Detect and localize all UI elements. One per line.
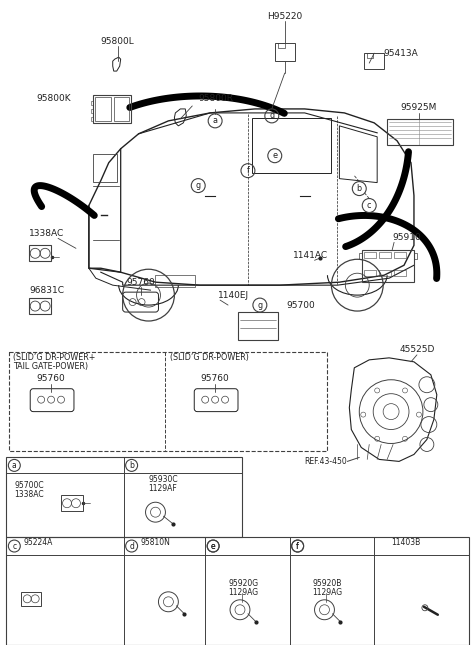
Bar — [91, 101, 93, 105]
Bar — [364, 270, 376, 276]
Bar — [238, 312, 278, 340]
Bar — [275, 43, 295, 61]
Text: d: d — [269, 111, 274, 120]
Text: REF.43-450: REF.43-450 — [305, 457, 347, 466]
Text: 95910: 95910 — [392, 233, 421, 242]
Text: 95810N: 95810N — [141, 537, 171, 547]
Text: a: a — [12, 461, 17, 470]
Text: f: f — [296, 541, 299, 550]
Text: c: c — [367, 201, 372, 210]
Text: e: e — [211, 541, 216, 550]
Bar — [379, 253, 391, 258]
Text: 45525D: 45525D — [399, 346, 435, 355]
Bar — [91, 117, 93, 121]
Bar — [394, 270, 406, 276]
Text: 95700C: 95700C — [14, 481, 44, 490]
Text: 95800K: 95800K — [36, 94, 71, 103]
Text: (SLID’G DR-POWER): (SLID’G DR-POWER) — [170, 353, 249, 362]
Text: 1338AC: 1338AC — [29, 229, 64, 238]
Text: 95700: 95700 — [287, 300, 316, 309]
Text: 1129AG: 1129AG — [228, 589, 258, 598]
Text: g: g — [196, 181, 201, 190]
Text: H95220: H95220 — [267, 12, 302, 21]
Text: b: b — [129, 461, 134, 470]
Text: 96831C: 96831C — [29, 286, 64, 295]
Bar — [394, 253, 406, 258]
Text: 1141AC: 1141AC — [292, 251, 328, 260]
Text: a: a — [213, 116, 218, 125]
Bar — [387, 119, 453, 145]
Text: 95413A: 95413A — [383, 48, 419, 57]
Text: 95920G: 95920G — [228, 579, 258, 589]
Bar — [364, 53, 384, 69]
Text: 11403B: 11403B — [391, 537, 420, 547]
Text: 1129AG: 1129AG — [312, 589, 343, 598]
Bar — [6, 457, 242, 537]
Text: 95760: 95760 — [36, 374, 65, 383]
Bar — [278, 43, 285, 48]
Bar — [379, 270, 391, 276]
Bar — [21, 592, 41, 606]
Bar — [93, 154, 117, 182]
Text: f: f — [296, 541, 299, 550]
Bar — [362, 250, 414, 282]
Bar — [414, 253, 417, 259]
Text: 95800R: 95800R — [198, 94, 233, 103]
Text: b: b — [357, 184, 362, 193]
Text: 95925M: 95925M — [401, 103, 437, 112]
Bar — [367, 53, 373, 58]
Text: 95760: 95760 — [126, 278, 155, 287]
Text: f: f — [246, 166, 249, 175]
Bar — [359, 253, 362, 259]
Bar — [93, 95, 131, 123]
Text: 95920B: 95920B — [312, 579, 342, 589]
Bar — [29, 245, 51, 261]
Bar — [6, 537, 469, 645]
Text: d: d — [129, 541, 134, 550]
Text: 1129AF: 1129AF — [148, 484, 177, 493]
Text: c: c — [12, 541, 17, 550]
Text: 95930C: 95930C — [148, 475, 178, 484]
Bar — [9, 352, 328, 452]
Bar — [91, 109, 93, 113]
Bar — [114, 97, 128, 121]
Text: g: g — [257, 300, 263, 309]
Text: 1140EJ: 1140EJ — [218, 291, 249, 300]
Text: 95800L: 95800L — [101, 37, 135, 46]
Text: e: e — [272, 151, 277, 160]
Text: 95760: 95760 — [201, 374, 229, 383]
Text: TAIL GATE-POWER): TAIL GATE-POWER) — [13, 362, 89, 371]
Bar — [155, 275, 195, 287]
Bar — [95, 97, 111, 121]
Text: 95224A: 95224A — [23, 537, 53, 547]
Text: e: e — [211, 541, 216, 550]
Bar — [364, 253, 376, 258]
Text: (SLID’G DR-POWER+: (SLID’G DR-POWER+ — [13, 353, 96, 362]
Bar — [29, 298, 51, 314]
Text: 1338AC: 1338AC — [14, 490, 44, 499]
Bar — [61, 495, 83, 511]
